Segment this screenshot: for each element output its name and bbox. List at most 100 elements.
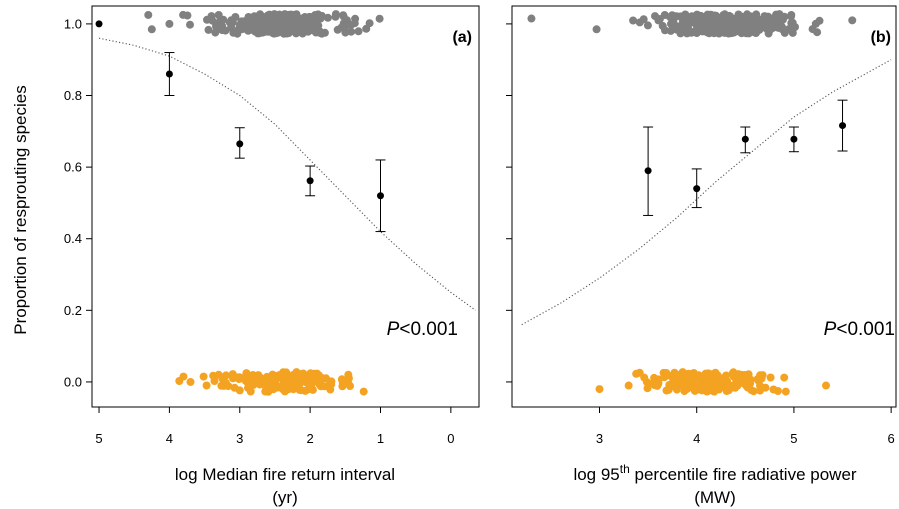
x-tick-label: 5	[95, 431, 102, 446]
non-resprouter-species-point	[724, 381, 733, 389]
y-tick-label: 1.0	[64, 16, 82, 31]
resprouter-species-point	[682, 17, 691, 26]
non-resprouter-species-point	[670, 371, 679, 380]
panel-b-species-points	[527, 10, 857, 396]
panel-b-frame	[511, 5, 897, 408]
resprouter-species-point	[186, 20, 194, 29]
mean-point	[236, 140, 244, 148]
resprouter-species-point	[527, 14, 536, 23]
non-resprouter-species-point	[210, 377, 219, 385]
non-resprouter-species-point	[743, 383, 752, 392]
resprouter-species-point	[144, 10, 153, 19]
non-resprouter-species-point	[344, 370, 353, 379]
panel-a-frame	[91, 5, 480, 408]
non-resprouter-species-point	[214, 370, 223, 379]
resprouter-species-point	[730, 28, 739, 37]
non-resprouter-species-point	[304, 385, 313, 394]
resprouter-species-point	[340, 23, 349, 32]
non-resprouter-species-point	[237, 374, 246, 383]
fitted-curve-line	[98, 37, 476, 311]
non-resprouter-species-point	[660, 372, 669, 381]
non-resprouter-species-point	[653, 381, 662, 390]
resprouter-species-point	[763, 25, 772, 34]
x-tick-label: 1	[377, 431, 384, 446]
non-resprouter-species-point	[221, 378, 230, 387]
x-tick-label: 4	[166, 431, 173, 446]
x-tick-label: 5	[790, 431, 797, 446]
panel-b-p-value: P<0.001	[824, 319, 895, 340]
resprouter-species-point	[712, 11, 720, 20]
resprouter-species-point	[266, 22, 275, 31]
resprouter-species-point	[183, 11, 192, 20]
panel-a-p-value: P<0.001	[387, 319, 458, 340]
resprouter-species-point	[219, 15, 228, 24]
non-resprouter-species-point	[632, 369, 641, 378]
resprouter-species-point	[284, 29, 293, 38]
resprouter-species-point	[273, 11, 282, 20]
resprouter-species-point	[745, 12, 754, 21]
non-resprouter-species-point	[179, 372, 188, 381]
panel-b-tag: (b)	[871, 29, 891, 46]
resprouter-species-point	[323, 13, 332, 22]
resprouter-species-point	[339, 12, 348, 21]
non-resprouter-species-point	[781, 387, 790, 396]
panel-a-x-axis-unit: (yr)	[272, 488, 297, 507]
resprouter-species-point	[213, 19, 222, 28]
y-axis-label: Proportion of resprouting species	[11, 85, 30, 334]
non-resprouter-species-point	[309, 377, 317, 386]
non-resprouter-species-point	[282, 369, 291, 378]
resprouter-species-point	[661, 26, 669, 35]
resprouter-species-point	[228, 18, 237, 27]
resprouter-species-point	[592, 25, 601, 34]
panel-b-x-axis: 3 4 5 6	[596, 407, 895, 446]
panel-b-y-axis	[506, 23, 512, 383]
x-tick-label: 6	[888, 431, 895, 446]
non-resprouter-species-point	[780, 373, 789, 382]
non-resprouter-species-point	[678, 368, 687, 377]
non-resprouter-species-point	[769, 385, 778, 394]
non-resprouter-species-point	[280, 380, 289, 389]
mean-point	[790, 135, 798, 143]
resprouter-species-point	[721, 13, 730, 22]
resprouter-species-point	[365, 19, 374, 28]
non-resprouter-species-point	[686, 372, 694, 380]
non-resprouter-species-point	[202, 381, 211, 390]
resprouter-species-point	[694, 26, 703, 35]
resprouter-species-point	[307, 13, 316, 22]
mean-point	[741, 135, 749, 143]
y-tick-label: 0.0	[64, 374, 82, 389]
non-resprouter-species-point	[766, 373, 775, 382]
resprouter-species-point	[730, 21, 739, 30]
non-resprouter-species-point	[672, 385, 681, 394]
panel-a-x-axis-label: log Median fire return interval	[175, 465, 395, 484]
non-resprouter-species-point	[704, 369, 713, 378]
resprouter-species-point	[375, 14, 384, 23]
y-tick-label: 0.8	[64, 88, 82, 103]
non-resprouter-species-point	[312, 370, 321, 378]
panel-a-y-axis: 0.0 0.2 0.4 0.6 0.8 1.0	[64, 16, 92, 389]
resprouter-species-point	[251, 27, 260, 36]
non-resprouter-species-point	[729, 368, 738, 377]
resprouter-species-point	[718, 20, 727, 28]
non-resprouter-species-point	[643, 384, 652, 393]
resprouter-species-point	[252, 12, 261, 21]
resprouter-species-point	[260, 21, 269, 30]
panel-b-x-axis-unit: (MW)	[694, 488, 736, 507]
non-resprouter-species-point	[292, 370, 301, 378]
non-resprouter-species-point	[322, 374, 330, 383]
resprouter-species-point	[750, 22, 759, 30]
non-resprouter-species-point	[243, 378, 252, 387]
resprouter-species-point	[760, 12, 769, 21]
resprouter-species-point	[354, 27, 363, 36]
resprouter-species-point	[271, 29, 280, 38]
non-resprouter-species-point	[713, 371, 722, 380]
resprouter-species-point	[788, 18, 797, 27]
non-resprouter-species-point	[595, 385, 604, 394]
resprouter-species-point	[635, 18, 644, 27]
non-resprouter-species-point	[640, 373, 649, 382]
resprouter-species-point	[654, 16, 663, 25]
resprouter-species-point	[787, 12, 796, 21]
non-resprouter-species-point	[703, 376, 712, 384]
x-tick-label: 0	[447, 431, 454, 446]
non-resprouter-species-point	[359, 387, 368, 396]
